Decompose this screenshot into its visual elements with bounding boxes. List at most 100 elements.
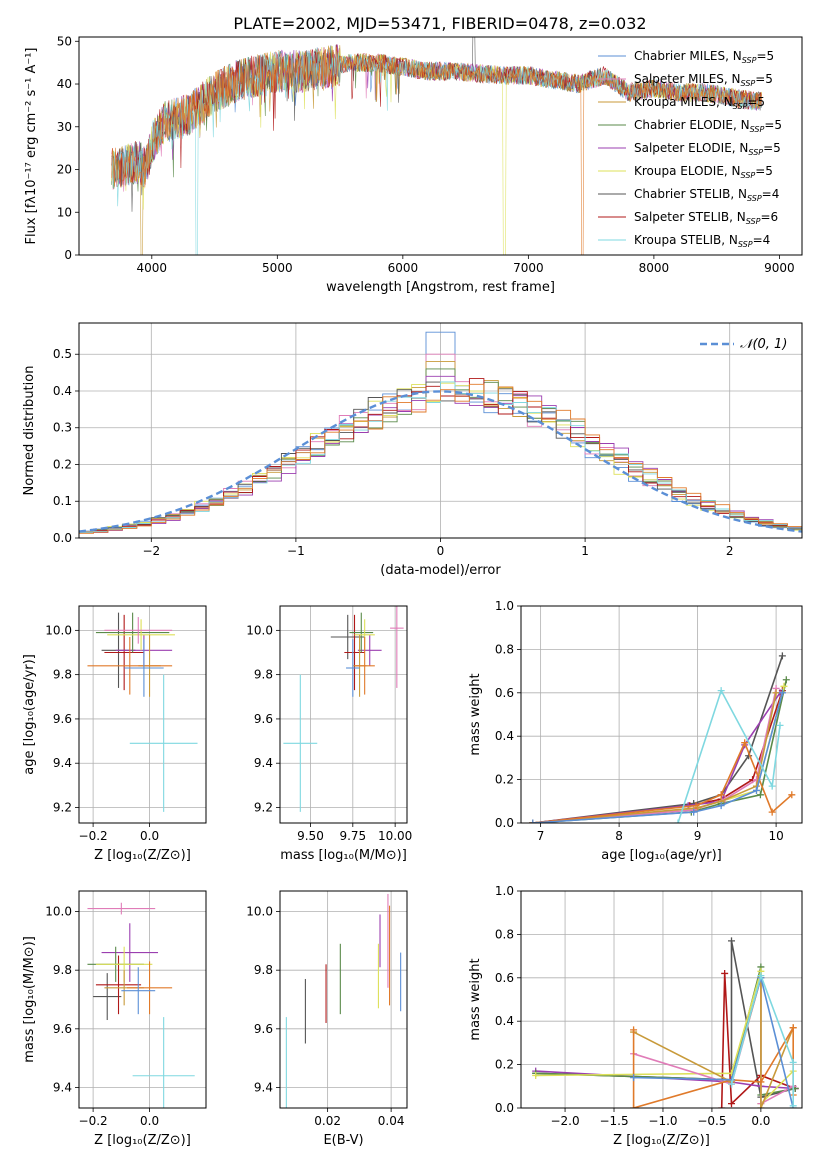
weight-point-marker	[717, 687, 725, 695]
legend-label: Salpeter ELODIE, NSSP=5	[634, 141, 781, 157]
histogram-series	[79, 353, 802, 533]
x-tick-label: 1	[581, 544, 589, 558]
age-vs-metallicity-panel: −0.2 0.0 9.2 9.4 9.6 9.8 10.0 Z [log₁₀(Z/Z⊙)] ag…	[22, 605, 207, 863]
legend-label-main: Kroupa STELIB, N	[634, 233, 738, 247]
weight-point-marker	[674, 819, 682, 823]
y-tick-label: 9.6	[254, 712, 273, 726]
y-tick-label: 0.4	[495, 1014, 514, 1028]
y-tick-label: 0.0	[53, 531, 72, 545]
legend-label-main: Chabrier STELIB, N	[634, 187, 747, 201]
x-tick-label: 10	[768, 829, 783, 843]
weight-point-marker	[690, 808, 698, 816]
weight-vs-age-panel: 7 8 9 10 0.0 0.2 0.4 0.6 0.8 1.0 age [log₁₀(age/yr…	[468, 599, 803, 863]
legend-label-sub: SSP	[741, 79, 756, 88]
y-axis-label: Flux [fλ10⁻¹⁷ erg cm⁻² s⁻¹ A⁻¹]	[24, 48, 39, 245]
x-axis-label: E(B-V)	[323, 1133, 363, 1148]
x-tick-label: 7000	[513, 261, 544, 275]
y-tick-label: 0.6	[495, 686, 514, 700]
x-tick-label: 0.0	[140, 829, 159, 843]
x-axis-label: (data-model)/error	[380, 563, 501, 578]
y-tick-label: 0.8	[495, 642, 514, 656]
spectrum-line	[111, 46, 762, 255]
weight-point-marker	[782, 676, 790, 684]
legend-label-sub: SSP	[746, 217, 761, 226]
plot-area	[285, 893, 402, 1108]
weight-point-marker	[768, 782, 776, 790]
x-axis-label: Z [log₁₀(Z/Z⊙)]	[94, 1133, 191, 1148]
y-tick-label: 1.0	[495, 599, 514, 613]
legend-label-main: Salpeter ELODIE, N	[634, 141, 748, 155]
axes-frame	[520, 890, 803, 1109]
y-tick-label: 9.2	[254, 801, 273, 815]
weight-point-marker	[788, 791, 796, 799]
legend-label-main: Kroupa ELODIE, N	[634, 164, 741, 178]
y-tick-label: 10.0	[246, 905, 273, 919]
weight-series-line	[632, 1024, 794, 1108]
x-tick-label: 7	[537, 829, 545, 843]
x-tick-label: 4000	[137, 261, 168, 275]
y-tick-label: 9.6	[53, 712, 72, 726]
weight-point-marker	[692, 802, 700, 810]
x-tick-label: 0.02	[314, 1114, 341, 1128]
weight-point-marker	[780, 682, 788, 690]
plot-area	[87, 902, 195, 1108]
y-tick-label: 9.8	[53, 963, 72, 977]
legend-label-sub: SSP	[747, 194, 762, 203]
weight-point-marker	[757, 972, 765, 980]
x-tick-label: 8000	[639, 261, 670, 275]
y-tick-label: 10.0	[45, 905, 72, 919]
y-tick-label: 9.4	[53, 1080, 72, 1094]
weight-point-marker	[718, 1104, 726, 1108]
axes-frame	[78, 605, 207, 824]
legend-label-normal: 𝒩(0, 1)	[740, 337, 787, 352]
weight-point-marker	[721, 969, 729, 977]
x-tick-label: −0.2	[79, 829, 108, 843]
legend-label-main: Kroupa MILES, N	[634, 95, 733, 109]
x-tick-label: −1	[287, 544, 305, 558]
weight-series-line	[532, 692, 784, 823]
x-axis-label: wavelength [Angstrom, rest frame]	[326, 280, 555, 295]
x-tick-label: 9000	[764, 261, 795, 275]
y-tick-label: 9.4	[254, 756, 273, 770]
weight-series-line	[730, 972, 794, 1106]
age-vs-mass-panel: 9.50 9.75 10.00 9.2 9.4 9.6 9.8 10.0 mass [log₁₀…	[246, 605, 412, 863]
y-axis-label: mass weight	[468, 958, 483, 1040]
y-tick-label: 0.1	[53, 494, 72, 508]
y-tick-label: 0.8	[495, 927, 514, 941]
weight-point-marker	[789, 1102, 797, 1108]
y-tick-label: 0	[64, 248, 72, 262]
weight-point-marker	[728, 1080, 736, 1088]
y-tick-label: 0.4	[53, 384, 72, 398]
y-tick-label: 9.8	[53, 668, 72, 682]
y-tick-label: 9.4	[53, 756, 72, 770]
axes-frame	[78, 322, 803, 539]
plot-area	[79, 331, 802, 534]
spectrum-line	[111, 44, 762, 188]
plot-area	[532, 937, 799, 1108]
weight-series-line	[532, 690, 784, 823]
legend-label: Kroupa MILES, NSSP=5	[634, 95, 765, 111]
plot-area	[111, 37, 762, 255]
histogram-series	[79, 381, 802, 534]
legend-label: Salpeter STELIB, NSSP=6	[634, 210, 778, 226]
spectrum-line	[111, 37, 762, 212]
legend-label-main: Salpeter MILES, N	[634, 72, 741, 86]
y-tick-label: 30	[57, 120, 72, 134]
weight-point-marker	[772, 689, 780, 697]
y-tick-label: 10.0	[45, 623, 72, 637]
weight-point-marker	[630, 1074, 638, 1082]
axes-frame	[279, 890, 408, 1109]
weight-point-marker	[717, 802, 725, 810]
x-tick-label: 2	[726, 544, 734, 558]
legend-label-tail: =6	[760, 210, 778, 224]
weight-point-marker	[532, 1071, 540, 1079]
weight-point-marker	[789, 1058, 797, 1066]
x-tick-label: −0.5	[697, 1114, 726, 1128]
y-tick-label: 9.8	[254, 668, 273, 682]
axes-frame	[78, 36, 803, 256]
normal-curve	[79, 390, 802, 533]
weight-series-line	[532, 740, 793, 823]
weight-point-marker	[728, 937, 736, 945]
y-tick-label: 0.6	[495, 971, 514, 985]
